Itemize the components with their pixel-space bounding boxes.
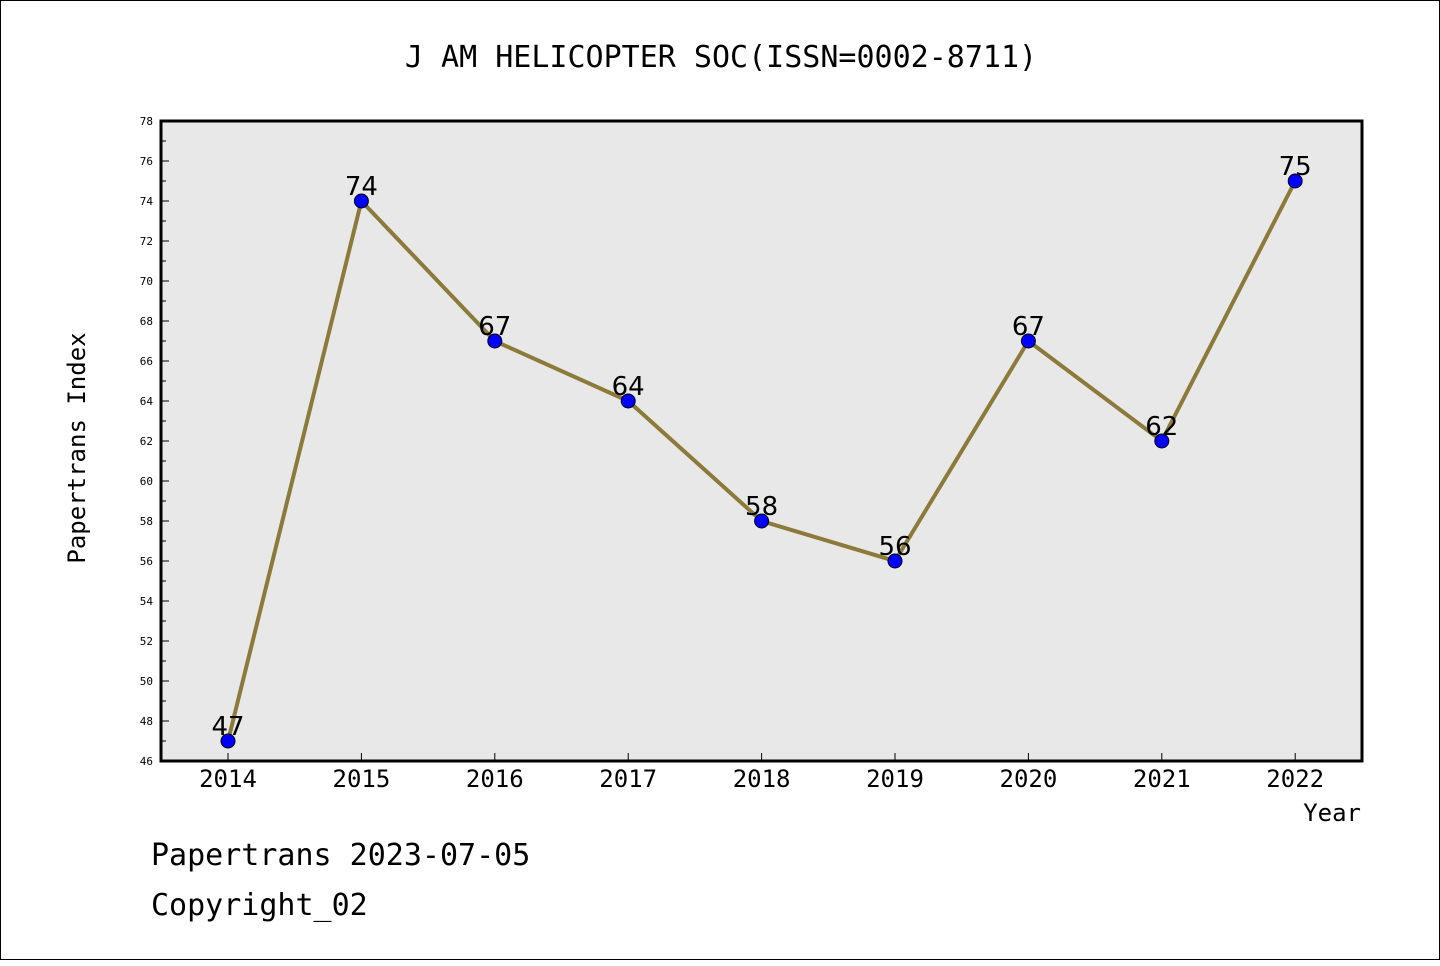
- data-label: 64: [612, 372, 645, 402]
- y-tick-label: 78: [140, 115, 153, 128]
- x-axis: 2014 2015 2016 2017 2018 2019 2020 2021 2022: [199, 753, 1324, 793]
- series-layer: 47 74 67 64 58 56 67 62 75: [211, 152, 1312, 749]
- x-tick-label: 2015: [333, 765, 391, 793]
- y-tick-label: 58: [140, 515, 153, 528]
- x-tick-label: 2016: [466, 765, 524, 793]
- data-point: [353, 193, 369, 209]
- data-point: [1020, 333, 1036, 349]
- x-tick-label: 2014: [199, 765, 257, 793]
- data-label: 67: [1012, 312, 1045, 342]
- data-point: [487, 333, 503, 349]
- data-point: [1287, 173, 1303, 189]
- data-point: [620, 393, 636, 409]
- data-label: 58: [745, 492, 778, 522]
- y-tick-label: 66: [140, 355, 153, 368]
- y-tick-label: 72: [140, 235, 153, 248]
- data-label: 74: [345, 172, 378, 202]
- x-tick-label: 2019: [866, 765, 924, 793]
- x-tick-label: 2017: [599, 765, 657, 793]
- x-tick-label: 2018: [733, 765, 791, 793]
- data-point: [220, 733, 236, 749]
- y-tick-label: 48: [140, 715, 153, 728]
- x-tick-label: 2022: [1266, 765, 1324, 793]
- y-tick-label: 64: [140, 395, 154, 408]
- data-label: 67: [478, 312, 511, 342]
- y-tick-label: 52: [140, 635, 153, 648]
- chart-title: J AM HELICOPTER SOC(ISSN=0002-8711): [405, 40, 1037, 75]
- y-tick-label: 74: [140, 195, 154, 208]
- y-tick-label: 76: [140, 155, 153, 168]
- x-axis-label: Year: [1303, 799, 1361, 827]
- y-tick-label: 46: [140, 755, 153, 768]
- y-axis: 46 48 50 52 54 56 58 60 62 64 66 68 70 72 74 76 78: [140, 115, 169, 768]
- x-tick-label: 2021: [1133, 765, 1191, 793]
- footer-copyright-text: Copyright_02: [151, 888, 368, 923]
- data-label: 62: [1145, 412, 1178, 442]
- y-tick-label: 56: [140, 555, 153, 568]
- data-point: [754, 513, 770, 529]
- y-axis-label: Papertrans Index: [63, 332, 91, 563]
- data-label: 47: [211, 712, 244, 742]
- data-label: 56: [878, 532, 911, 562]
- plot-area: [159, 119, 1364, 763]
- data-point: [887, 553, 903, 569]
- data-point: [1154, 433, 1170, 449]
- y-tick-label: 50: [140, 675, 153, 688]
- y-tick-label: 54: [140, 595, 154, 608]
- y-tick-label: 70: [140, 275, 153, 288]
- y-tick-label: 62: [140, 435, 153, 448]
- y-tick-label: 60: [140, 475, 153, 488]
- footer-date-text: Papertrans 2023-07-05: [151, 838, 530, 873]
- x-tick-label: 2020: [1000, 765, 1058, 793]
- y-tick-label: 68: [140, 315, 153, 328]
- data-label: 75: [1279, 152, 1312, 182]
